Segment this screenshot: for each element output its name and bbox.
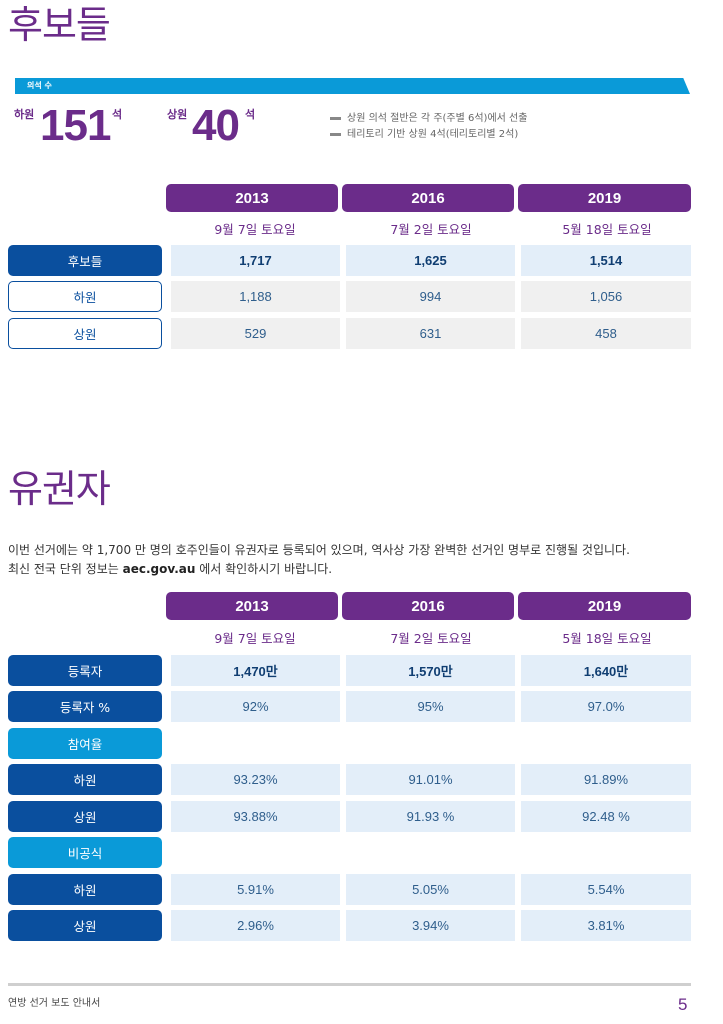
date-label: 5월 18일 토요일 — [562, 631, 652, 646]
house-seat-label: 하원 — [14, 108, 35, 121]
date-label: 9월 7일 토요일 — [214, 222, 296, 237]
row-label-senate-informal: 상원 — [8, 910, 162, 941]
row-label-senate: 상원 — [8, 318, 162, 349]
year-header-2019: 2019 — [518, 592, 691, 620]
date-label: 9월 7일 토요일 — [214, 631, 296, 646]
table-cell: 1,717 — [171, 245, 340, 276]
row-label-turnout: 참여율 — [8, 728, 162, 759]
table-cell: 97.0% — [521, 691, 691, 722]
page-number: 5 — [678, 995, 688, 1014]
table-cell: 5.91% — [171, 874, 340, 905]
year-header-2016: 2016 — [342, 592, 514, 620]
voters-title: 유권자 — [8, 467, 111, 511]
date-label: 7월 2일 토요일 — [390, 222, 472, 237]
table-cell: 95% — [346, 691, 515, 722]
senate-seat-unit: 석 — [245, 108, 256, 121]
table-cell: 3.81% — [521, 910, 691, 941]
house-seat-count: 151 — [40, 101, 111, 150]
table-cell: 5.54% — [521, 874, 691, 905]
table-cell: 631 — [346, 318, 515, 349]
note-item: 테리토리 기반 상원 4석(테리토리별 2석) — [330, 127, 518, 143]
table-cell: 2.96% — [171, 910, 340, 941]
date-label: 5월 18일 토요일 — [562, 222, 652, 237]
table-cell: 5.05% — [346, 874, 515, 905]
dash-icon — [330, 116, 341, 120]
senate-seat-label: 상원 — [167, 108, 188, 121]
table-cell: 994 — [346, 281, 515, 312]
note-item: 상원 의석 절반은 각 주(주별 6석)에서 선출 — [330, 111, 527, 127]
voters-description: 이번 선거에는 약 1,700 만 명의 호주인들이 유권자로 등록되어 있으며… — [8, 543, 630, 576]
table-cell: 1,470만 — [171, 655, 340, 686]
row-label-enrolled-percent: 등록자 % — [8, 691, 162, 722]
dash-icon — [330, 132, 341, 136]
row-label-senate-turnout: 상원 — [8, 801, 162, 832]
table-cell: 93.88% — [171, 801, 340, 832]
seat-count-label: 의석 수 — [27, 81, 52, 90]
year-header-2016: 2016 — [342, 184, 514, 212]
date-label: 7월 2일 토요일 — [390, 631, 472, 646]
row-label-house-informal: 하원 — [8, 874, 162, 905]
table-cell: 1,625 — [346, 245, 515, 276]
table-cell: 91.93 % — [346, 801, 515, 832]
seat-count-bar — [15, 78, 690, 94]
year-header-2013: 2013 — [166, 592, 338, 620]
table-cell: 529 — [171, 318, 340, 349]
footer-divider — [8, 983, 691, 986]
table-cell: 1,640만 — [521, 655, 691, 686]
row-label-candidates: 후보들 — [8, 245, 162, 276]
table-cell: 92% — [171, 691, 340, 722]
year-header-2013: 2013 — [166, 184, 338, 212]
candidates-title: 후보들 — [8, 3, 111, 47]
table-cell: 3.94% — [346, 910, 515, 941]
table-cell: 93.23% — [171, 764, 340, 795]
row-label-informal: 비공식 — [8, 837, 162, 868]
table-cell: 1,514 — [521, 245, 691, 276]
table-cell: 1,056 — [521, 281, 691, 312]
row-label-house: 하원 — [8, 281, 162, 312]
row-label-enrolled: 등록자 — [8, 655, 162, 686]
aec-link[interactable]: aec.gov.au — [122, 562, 196, 576]
year-header-2019: 2019 — [518, 184, 691, 212]
table-cell: 1,570만 — [346, 655, 515, 686]
table-cell: 1,188 — [171, 281, 340, 312]
table-cell: 458 — [521, 318, 691, 349]
senate-seat-count: 40 — [192, 101, 240, 150]
table-cell: 91.01% — [346, 764, 515, 795]
row-label-house-turnout: 하원 — [8, 764, 162, 795]
table-cell: 92.48 % — [521, 801, 691, 832]
footer-title: 연방 선거 보도 안내서 — [8, 998, 101, 1009]
table-cell: 91.89% — [521, 764, 691, 795]
house-seat-unit: 석 — [112, 108, 123, 121]
